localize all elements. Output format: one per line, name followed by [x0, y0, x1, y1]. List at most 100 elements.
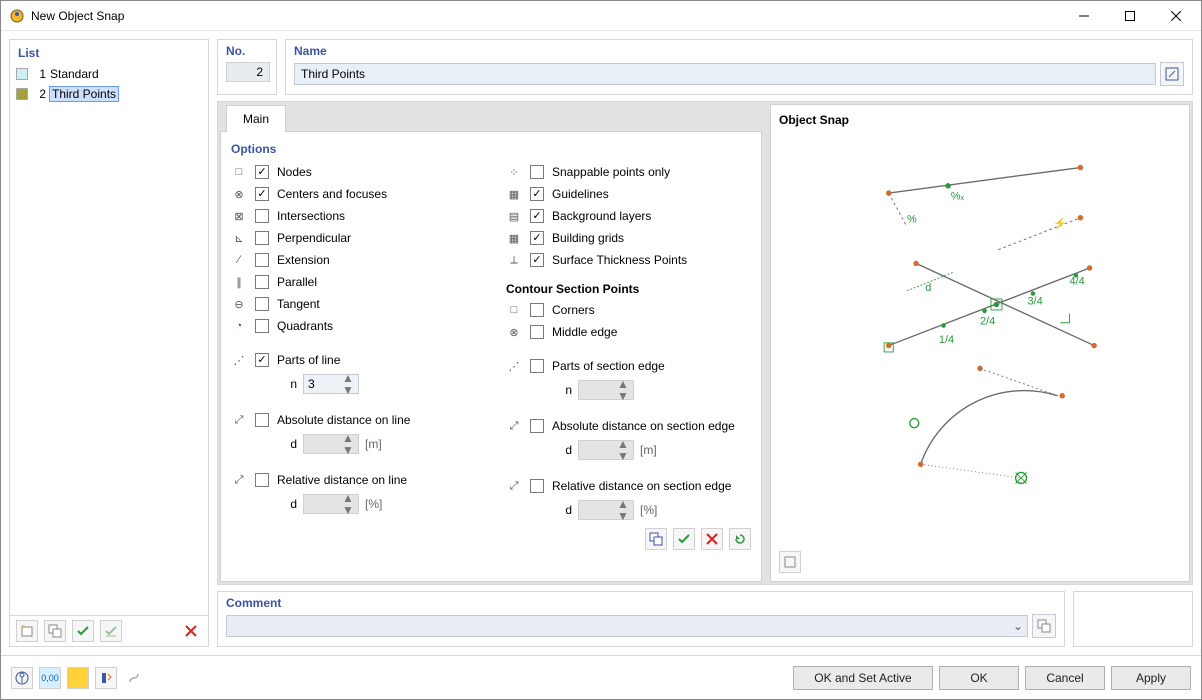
spin-input: ▲▼ — [578, 440, 634, 460]
list-item[interactable]: 1 Standard — [10, 64, 208, 84]
option-parts-edge[interactable]: ⋰Parts of section edge — [506, 358, 751, 374]
copy-options-button[interactable] — [645, 528, 667, 550]
parts-line-checkbox[interactable] — [255, 353, 269, 367]
top-fields: No. 2 Name Third Points — [217, 39, 1193, 95]
name-input[interactable]: Third Points — [294, 63, 1156, 85]
corners-icon: □ — [506, 302, 522, 318]
parts-edge-checkbox[interactable] — [530, 359, 544, 373]
middle-checkbox[interactable] — [530, 325, 544, 339]
option-nodes[interactable]: □ Nodes — [231, 164, 476, 180]
quadrants-checkbox[interactable] — [255, 319, 269, 333]
option-rel-line[interactable]: ⤢Relative distance on line — [231, 472, 476, 488]
option-abs-line[interactable]: ⤢Absolute distance on line — [231, 412, 476, 428]
minimize-button[interactable] — [1061, 1, 1107, 31]
svg-text:2/4: 2/4 — [980, 316, 995, 328]
maximize-button[interactable] — [1107, 1, 1153, 31]
ok-set-active-button[interactable]: OK and Set Active — [793, 666, 933, 690]
comment-header: Comment — [226, 596, 1056, 610]
snappable-checkbox[interactable] — [530, 165, 544, 179]
grids-icon: ▦ — [506, 230, 522, 246]
nodes-checkbox[interactable] — [255, 165, 269, 179]
list-item-label: Standard — [50, 67, 99, 81]
misc-button[interactable] — [95, 667, 117, 689]
content-area: List 1 Standard 2 Third Points — [1, 31, 1201, 655]
intersections-checkbox[interactable] — [255, 209, 269, 223]
help-button[interactable] — [11, 667, 33, 689]
new-button[interactable] — [16, 620, 38, 642]
comment-browse-button[interactable] — [1032, 614, 1056, 638]
parts-line-label: Parts of line — [277, 353, 340, 367]
corners-checkbox[interactable] — [530, 303, 544, 317]
option-intersections[interactable]: ⊠Intersections — [231, 208, 476, 224]
extension-checkbox[interactable] — [255, 253, 269, 267]
units-button[interactable]: 0,00 — [39, 667, 61, 689]
guidelines-checkbox[interactable] — [530, 187, 544, 201]
option-parts-line[interactable]: ⋰Parts of line — [231, 352, 476, 368]
option-perpendicular[interactable]: ⊾Perpendicular — [231, 230, 476, 246]
spin-input[interactable]: ▲▼ — [303, 374, 359, 394]
parts-edge-icon: ⋰ — [506, 358, 522, 374]
copy-button[interactable] — [44, 620, 66, 642]
surface-checkbox[interactable] — [530, 253, 544, 267]
clear-options-button[interactable] — [701, 528, 723, 550]
comment-combo[interactable]: ⌄ — [226, 615, 1028, 637]
ok-button[interactable]: OK — [939, 666, 1019, 690]
nodes-label: Nodes — [277, 165, 312, 179]
no-box: No. 2 — [217, 39, 277, 95]
parallel-checkbox[interactable] — [255, 275, 269, 289]
preview-pane: Object Snap %ₓ % ⚡ — [770, 104, 1190, 582]
option-tangent[interactable]: ⊖Tangent — [231, 296, 476, 312]
corners-label: Corners — [552, 303, 595, 317]
tab-strip: Main — [220, 104, 762, 131]
option-centers[interactable]: ⊗Centers and focuses — [231, 186, 476, 202]
option-snappable[interactable]: ⁘Snappable points only — [506, 164, 751, 180]
intersections-label: Intersections — [277, 209, 345, 223]
close-button[interactable] — [1153, 1, 1199, 31]
script-button[interactable] — [123, 667, 145, 689]
option-middle[interactable]: ⊗Middle edge — [506, 324, 751, 340]
centers-icon: ⊗ — [231, 186, 247, 202]
tab-main[interactable]: Main — [226, 105, 286, 132]
cancel-button[interactable]: Cancel — [1025, 666, 1105, 690]
apply-button[interactable]: Apply — [1111, 666, 1191, 690]
option-extension[interactable]: ∕Extension — [231, 252, 476, 268]
option-quadrants[interactable]: ◔Quadrants — [231, 318, 476, 334]
option-surface[interactable]: ⟂Surface Thickness Points — [506, 252, 751, 268]
check-options-button[interactable] — [673, 528, 695, 550]
svg-text:3/4: 3/4 — [1027, 295, 1042, 307]
rel-line-icon: ⤢ — [231, 472, 247, 488]
options-right-col: ⁘Snappable points only ▦Guidelines ▤Backgr… — [506, 164, 751, 520]
edit-name-button[interactable] — [1160, 62, 1184, 86]
uncheck-all-button[interactable] — [100, 620, 122, 642]
spin-input: ▲▼ — [303, 434, 359, 454]
option-rel-edge[interactable]: ⤢Relative distance on section edge — [506, 478, 751, 494]
grids-checkbox[interactable] — [530, 231, 544, 245]
list-pane: List 1 Standard 2 Third Points — [9, 39, 209, 647]
nodes-icon: □ — [231, 164, 247, 180]
rel-line-checkbox[interactable] — [255, 473, 269, 487]
reset-options-button[interactable] — [729, 528, 751, 550]
centers-checkbox[interactable] — [255, 187, 269, 201]
rel-edge-checkbox[interactable] — [530, 479, 544, 493]
bglayers-label: Background layers — [552, 209, 651, 223]
option-grids[interactable]: ▦Building grids — [506, 230, 751, 246]
bglayers-checkbox[interactable] — [530, 209, 544, 223]
preview-tool-button[interactable] — [779, 551, 801, 573]
option-parallel[interactable]: ∥Parallel — [231, 274, 476, 290]
abs-line-checkbox[interactable] — [255, 413, 269, 427]
option-guidelines[interactable]: ▦Guidelines — [506, 186, 751, 202]
option-corners[interactable]: □ Corners — [506, 302, 751, 318]
svg-text:%: % — [907, 213, 917, 225]
option-abs-edge[interactable]: ⤢Absolute distance on section edge — [506, 418, 751, 434]
perpendicular-checkbox[interactable] — [255, 231, 269, 245]
color-button[interactable] — [67, 667, 89, 689]
list-item[interactable]: 2 Third Points — [10, 84, 208, 104]
check-all-button[interactable] — [72, 620, 94, 642]
quadrants-label: Quadrants — [277, 319, 333, 333]
option-bglayers[interactable]: ▤Background layers — [506, 208, 751, 224]
tab-column: Main Options □Nodes⊗Centers and focuses⊠… — [220, 104, 762, 582]
delete-button[interactable] — [180, 620, 202, 642]
tangent-checkbox[interactable] — [255, 297, 269, 311]
swatch-icon — [16, 88, 28, 100]
abs-edge-checkbox[interactable] — [530, 419, 544, 433]
